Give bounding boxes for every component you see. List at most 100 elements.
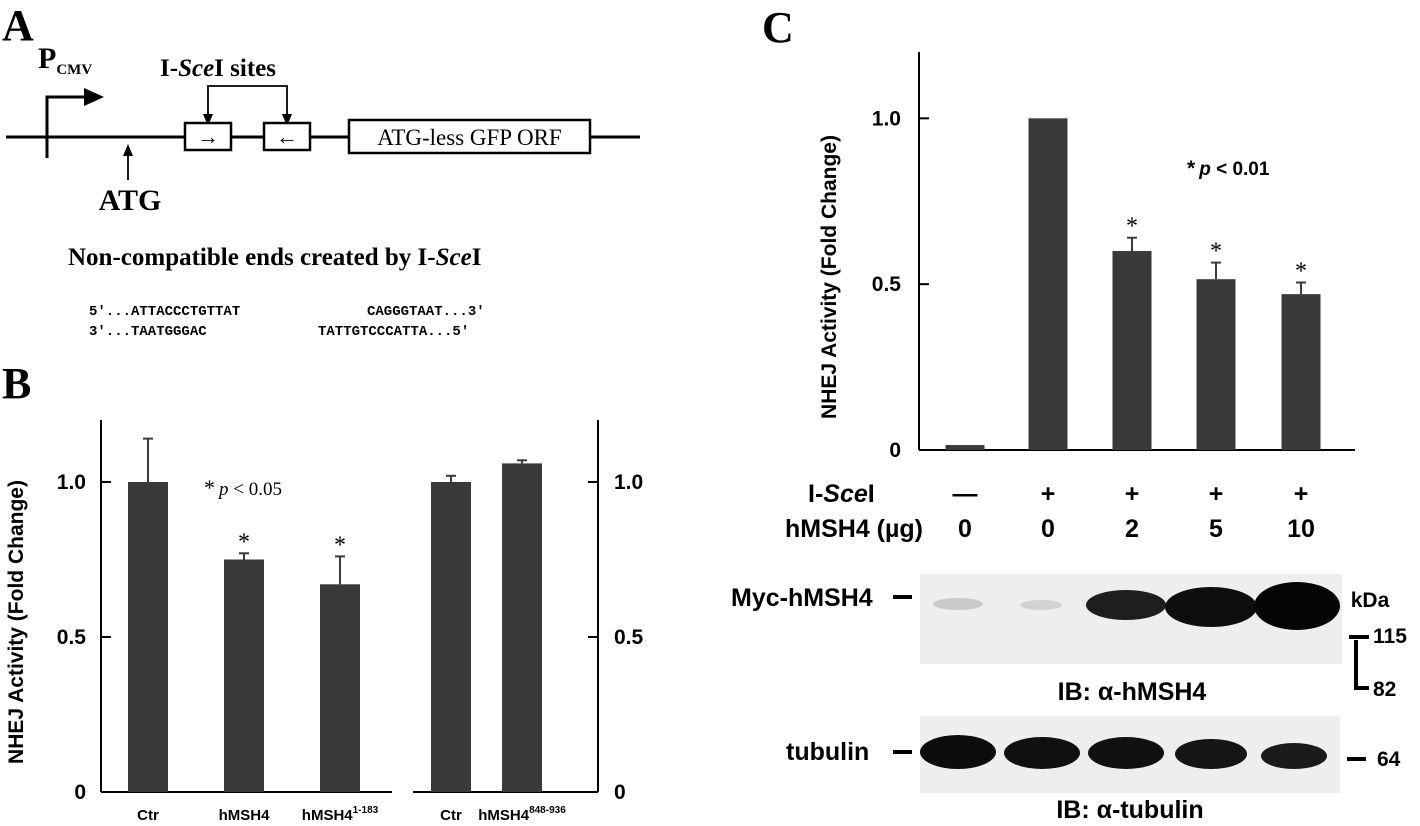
b-cat-hmsh4: hMSH4 [219,807,270,824]
b-right-tick-label-2: 0.5 [614,626,644,649]
b-cat-hmsh4-848-936: hMSH4848-936 [478,805,566,824]
isce-value-2: + [1041,480,1056,508]
panel-b-left-ticks: 0 0.5 1.0 [57,471,111,804]
c-bar-3 [1112,251,1152,450]
b-left-bar-1 [128,482,168,792]
blot1-band-4 [1165,587,1257,627]
c-bar-2 [1028,118,1068,450]
isce-site-box-1 [183,121,233,152]
c-bar-4 [1196,279,1236,450]
b-right-bar-1 [431,482,471,792]
isce-value-3: + [1125,480,1140,508]
kda-bracket [1354,640,1369,690]
panel-b: B NHEJ Activity (Fold Change) 00.51.0 00… [2,359,644,824]
c-tick-label-3: 1.0 [872,107,901,130]
promoter-label: PCMV [38,42,92,78]
panel-c-y-axis-label: NHEJ Activity (Fold Change) [818,135,841,419]
c-tick-label-1: 0 [889,439,901,462]
b-left-bar-2 [224,559,264,792]
b-left-significance-star-2: * [238,529,250,555]
b-left-bar-3 [320,584,360,792]
panel-b-right-ticks: 0 0.5 1.0 [588,471,644,804]
blot2-band-3 [1088,737,1164,769]
isce-row-label: I-SceI [808,480,875,508]
panel-c: C NHEJ Activity (Fold Change) 00.51.0 **… [731,3,1407,824]
kda-115: 115 [1373,625,1407,648]
b-cat-ctr-2: Ctr [440,807,462,824]
atg-label: ATG [99,184,162,217]
b-cat-hmsh4-1-183: hMSH41-183 [302,805,379,824]
promoter-sub: CMV [56,62,92,78]
gfp-orf-label: ATG-less GFP ORF [377,125,561,150]
seq-top-left: 5'...ATTACCCTGTTAT [89,304,240,320]
blot2-band-5 [1261,743,1327,769]
blot1-band-2 [1020,600,1062,610]
ends-title: Non-compatible ends created by I-SceI [68,244,481,271]
c-significance-star-4: * [1210,239,1222,265]
seq-bottom-right: TATTGTCCCATTA...5' [318,324,469,340]
c-bar-1 [945,445,985,450]
hmsh4-value-5: 10 [1287,515,1315,543]
blot1-label: Myc-hMSH4 [731,584,873,612]
hmsh4-value-4: 5 [1209,515,1223,543]
bracket-arrow-1 [203,114,213,126]
panel-c-letter: C [762,3,794,52]
hmsh4-values: 0 0 2 5 10 [958,515,1315,543]
promoter-main: P [38,42,56,75]
isce-value-5: + [1294,480,1309,508]
b-left-tick-label-3: 1.0 [57,471,86,494]
panel-b-significance-note: * p < 0.05 [204,475,282,500]
isce-value-1: — [953,480,978,508]
panel-b-y-axis-label: NHEJ Activity (Fold Change) [5,480,28,764]
blot1-band-5 [1254,582,1340,630]
hmsh4-row-label: hMSH4 (µg) [785,515,923,543]
seq-top-right: CAGGGTAAT...3' [367,304,485,320]
blot2-label: tubulin [786,738,869,766]
sites-bracket [207,85,288,122]
hmsh4-value-2: 0 [1041,515,1055,543]
isce-values: — + + + + [953,480,1309,508]
isce-site-box-2 [262,121,312,152]
bracket-arrow-2 [282,114,292,126]
panel-c-significance-note: * p < 0.01 [1187,157,1270,180]
atg-arrow-head [123,144,133,156]
b-left-tick-label-1: 0 [74,781,86,804]
blot2-band-2 [1004,737,1080,769]
b-right-tick-label-3: 1.0 [614,471,643,494]
hmsh4-value-1: 0 [958,515,972,543]
b-cat-ctr-1: Ctr [137,807,159,824]
c-bar-5 [1281,294,1321,450]
panel-a: A PCMV I-SceI sites → ← ATG-less GFP ORF… [2,1,640,340]
blot2-band-4 [1175,739,1247,769]
site-2-arrow: ← [276,124,298,149]
panel-a-letter: A [2,1,34,50]
kda-label: kDa [1351,589,1390,612]
promoter-arrow-head [84,88,104,106]
blot1-band-1 [933,598,983,610]
panel-b-right-bars [431,459,542,792]
c-significance-star-3: * [1126,214,1138,240]
panel-c-bars: * * * [945,118,1321,450]
c-significance-star-5: * [1295,259,1307,285]
promoter-arrow [45,95,88,158]
blot2-band-1 [920,735,996,769]
b-left-significance-star-3: * [334,532,346,558]
isce-value-4: + [1209,480,1224,508]
hmsh4-value-3: 2 [1125,515,1139,543]
panel-b-left-bars: * * [128,437,360,792]
blot1-band-3 [1086,590,1166,620]
blot2-ib-label: IB: α-tubulin [1056,796,1203,824]
panel-c-ticks: 0 0.5 1.0 [872,107,929,462]
isce-sites-label: I-SceI sites [160,55,276,82]
b-right-bar-2 [502,463,542,792]
c-tick-label-2: 0.5 [872,273,902,296]
kda-64: 64 [1377,748,1401,771]
site-1-arrow: → [197,124,219,149]
seq-bottom-left: 3'...TAATGGGAC [89,324,207,340]
b-right-tick-label-1: 0 [614,781,626,804]
panel-b-letter: B [2,359,31,408]
b-left-tick-label-2: 0.5 [57,626,87,649]
blot1-ib-label: IB: α-hMSH4 [1058,678,1207,706]
kda-82: 82 [1373,678,1396,701]
